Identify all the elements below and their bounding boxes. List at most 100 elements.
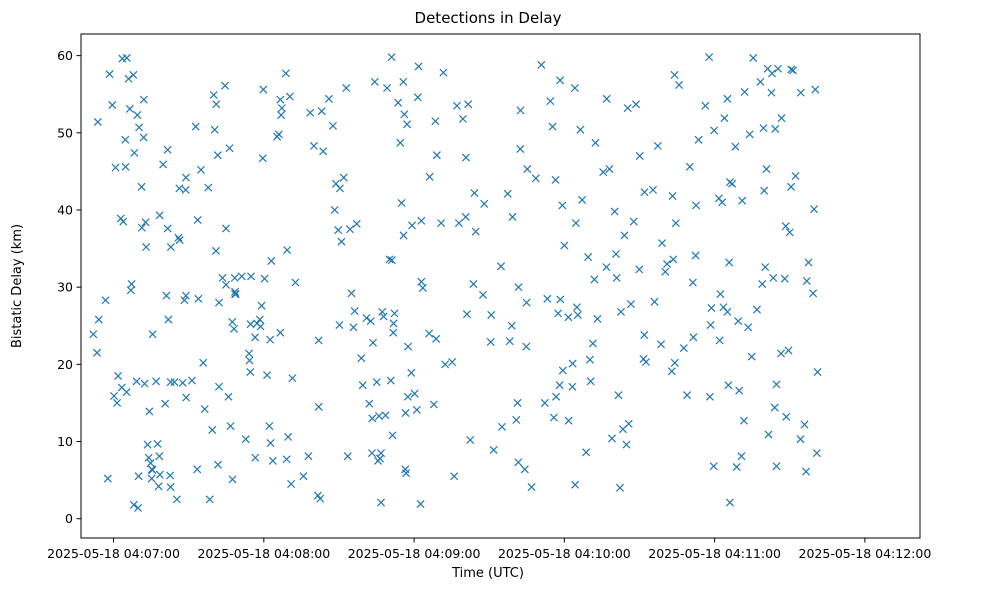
- data-point: [784, 346, 793, 355]
- data-point: [781, 222, 790, 231]
- data-point: [812, 449, 821, 458]
- data-point: [593, 314, 602, 323]
- data-point: [213, 460, 223, 469]
- data-point: [731, 142, 740, 151]
- data-point: [220, 81, 230, 90]
- data-point: [276, 328, 285, 337]
- data-point: [432, 151, 441, 160]
- data-point: [377, 449, 386, 458]
- data-point: [747, 352, 756, 361]
- x-tick-label: 2025-05-18 04:08:00: [197, 546, 330, 561]
- data-point: [266, 439, 275, 448]
- data-point: [309, 141, 318, 150]
- y-tick-label: 20: [57, 357, 73, 372]
- data-point: [314, 402, 323, 411]
- data-point: [685, 162, 694, 171]
- data-point: [139, 95, 148, 104]
- data-point: [431, 117, 440, 126]
- data-point: [635, 151, 644, 160]
- data-point: [241, 435, 250, 444]
- y-tick-label: 10: [57, 434, 73, 449]
- data-point: [786, 182, 796, 191]
- data-point: [347, 289, 356, 298]
- data-point: [546, 97, 555, 106]
- data-point: [260, 274, 269, 283]
- data-point: [512, 415, 521, 424]
- x-axis: 2025-05-18 04:07:00 2025-05-18 04:08:00 20…: [47, 538, 931, 561]
- data-point: [527, 483, 536, 492]
- data-point: [520, 465, 529, 474]
- data-point: [762, 165, 771, 174]
- data-point: [556, 295, 565, 304]
- data-point: [134, 503, 143, 512]
- data-point: [707, 303, 716, 313]
- data-point: [556, 76, 565, 85]
- data-point: [734, 317, 743, 326]
- data-point: [772, 380, 781, 389]
- data-point: [439, 68, 448, 77]
- data-point: [130, 148, 139, 157]
- data-point: [558, 366, 567, 375]
- data-point: [769, 273, 778, 282]
- data-point: [166, 471, 175, 480]
- y-tick-label: 30: [57, 280, 73, 295]
- data-point: [582, 448, 591, 457]
- data-point: [782, 412, 791, 421]
- data-point: [193, 465, 202, 474]
- data-point: [590, 275, 599, 284]
- x-tick-label: 2025-05-18 04:07:00: [47, 546, 180, 561]
- data-point: [146, 459, 155, 468]
- data-point: [737, 452, 746, 461]
- data-point: [339, 173, 348, 182]
- data-point: [670, 358, 679, 367]
- data-point: [441, 360, 450, 369]
- data-point: [694, 135, 703, 144]
- data-point: [640, 188, 649, 197]
- data-point: [366, 317, 375, 326]
- data-point: [199, 358, 208, 367]
- data-point: [218, 273, 227, 282]
- data-point: [137, 223, 146, 232]
- data-point: [767, 69, 777, 78]
- data-point: [478, 290, 487, 299]
- data-point: [387, 256, 396, 265]
- data-point: [412, 405, 421, 414]
- data-point: [212, 100, 221, 109]
- data-point: [461, 153, 470, 162]
- data-point: [94, 315, 103, 324]
- data-point: [105, 70, 114, 79]
- data-point: [386, 376, 395, 385]
- data-point: [389, 319, 398, 328]
- data-point: [616, 307, 625, 316]
- data-point: [166, 242, 175, 252]
- data-point: [211, 246, 221, 255]
- data-point: [558, 201, 567, 210]
- data-point: [172, 495, 181, 504]
- data-point: [599, 168, 608, 177]
- data-point: [122, 388, 131, 397]
- plot-area: [81, 34, 920, 538]
- data-point: [277, 104, 286, 113]
- data-point: [154, 482, 163, 491]
- data-point: [489, 445, 498, 455]
- data-point: [401, 408, 410, 417]
- x-tick-label: 2025-05-18 04:12:00: [799, 546, 932, 561]
- data-point: [571, 219, 580, 228]
- data-point: [413, 93, 422, 102]
- data-point: [480, 199, 489, 208]
- data-point: [317, 107, 326, 116]
- data-point: [245, 356, 254, 365]
- data-point: [505, 337, 514, 346]
- data-point: [739, 416, 748, 425]
- data-point: [350, 307, 359, 316]
- data-point: [181, 173, 190, 182]
- data-point: [283, 246, 292, 255]
- data-point: [404, 342, 413, 351]
- data-point: [144, 453, 153, 462]
- data-point: [397, 199, 406, 208]
- data-point: [462, 310, 471, 319]
- data-point: [568, 359, 577, 368]
- data-point: [335, 320, 344, 330]
- data-point: [657, 340, 666, 349]
